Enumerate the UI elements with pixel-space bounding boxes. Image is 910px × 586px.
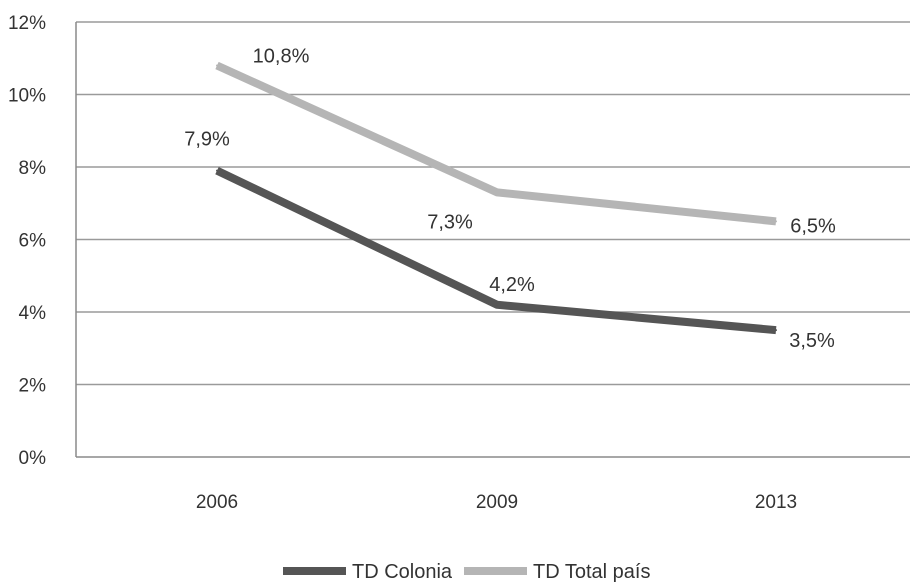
- data-point: [496, 191, 498, 194]
- data-point: [216, 169, 218, 172]
- y-tick-label: 8%: [19, 158, 47, 179]
- y-tick-label: 2%: [19, 376, 47, 397]
- data-point: [775, 220, 777, 223]
- data-point: [496, 303, 498, 306]
- x-tick-label: 2013: [755, 492, 797, 513]
- y-axis-ticks: 0% 2% 4% 6% 8% 10% 12%: [8, 13, 46, 469]
- legend-item-td-colonia: TD Colonia: [283, 561, 453, 583]
- y-tick-label: 10%: [8, 86, 46, 107]
- y-tick-label: 4%: [19, 303, 47, 324]
- y-tick-label: 12%: [8, 13, 46, 34]
- data-label: 7,9%: [184, 129, 230, 151]
- x-tick-label: 2006: [196, 492, 238, 513]
- data-label: 6,5%: [790, 215, 836, 237]
- data-point: [216, 64, 218, 67]
- series-line-td-total-pais: [215, 61, 777, 226]
- data-label: 10,8%: [253, 46, 310, 68]
- y-tick-label: 0%: [19, 448, 47, 469]
- data-label: 4,2%: [489, 274, 535, 296]
- data-label: 3,5%: [789, 330, 835, 352]
- y-tick-label: 6%: [19, 231, 47, 252]
- legend-label: TD Colonia: [352, 561, 453, 583]
- series-lines: [215, 61, 777, 335]
- x-tick-label: 2009: [476, 492, 518, 513]
- legend-item-td-total-pais: TD Total país: [464, 561, 650, 583]
- data-label: 7,3%: [427, 211, 473, 233]
- x-axis-ticks: 2006 2009 2013: [196, 492, 797, 513]
- gridlines: [76, 21, 910, 458]
- data-labels: 7,9% 4,2% 3,5% 10,8% 7,3% 6,5%: [184, 46, 836, 353]
- legend: TD Colonia TD Total país: [283, 561, 650, 583]
- data-point: [775, 329, 777, 332]
- legend-label: TD Total país: [533, 561, 650, 583]
